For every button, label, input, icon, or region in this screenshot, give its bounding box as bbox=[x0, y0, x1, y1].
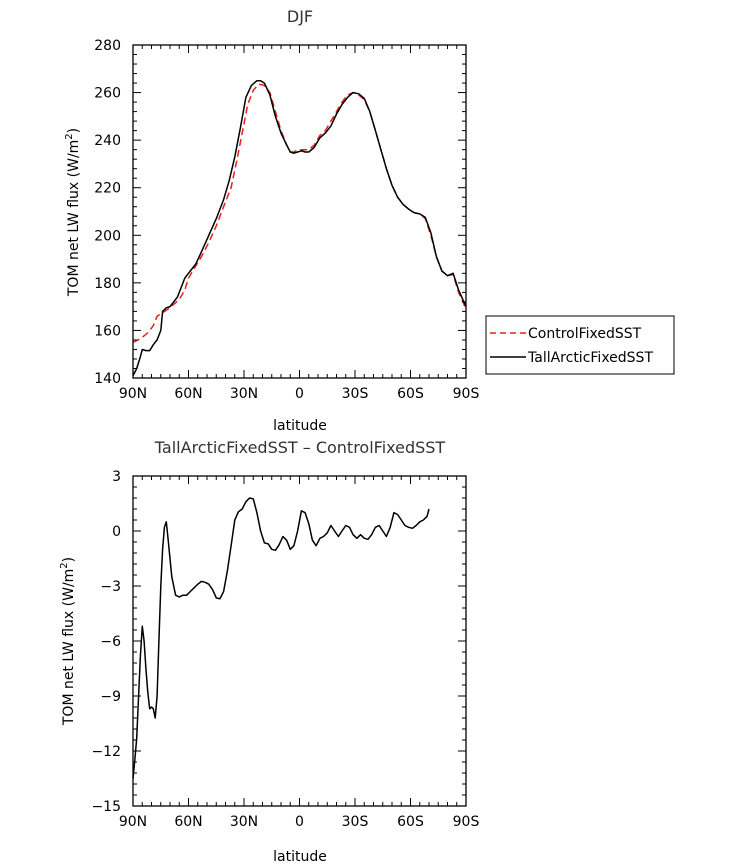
bottom-y-tick-label: −15 bbox=[91, 799, 121, 815]
top-y-tick-label: 160 bbox=[94, 323, 121, 339]
bottom-y-tick-label: −9 bbox=[100, 689, 121, 705]
bottom-y-tick-label: 3 bbox=[112, 469, 121, 485]
bottom-y-tick-label: −3 bbox=[100, 579, 121, 595]
bottom-y-tick-label: −12 bbox=[91, 744, 121, 760]
legend-box bbox=[485, 315, 675, 375]
top-y-tick-label: 260 bbox=[94, 86, 121, 102]
top-y-tick-label: 140 bbox=[94, 371, 121, 387]
bottom-y-tick-label: −6 bbox=[100, 634, 121, 650]
top-x-axis-label: latitude bbox=[273, 418, 327, 434]
bottom-x-tick-label: 60N bbox=[174, 814, 202, 830]
top-x-tick-label: 60S bbox=[397, 386, 424, 402]
top-panel-djf: DJF 90N 60N 30N 0 30S 60S 90S 140 160 180 200 220 24… bbox=[64, 7, 479, 434]
bottom-chart-title: TallArcticFixedSST – ControlFixedSST bbox=[154, 438, 446, 457]
bottom-x-tick-label: 0 bbox=[295, 814, 304, 830]
bottom-x-tick-label: 90N bbox=[119, 814, 147, 830]
top-y-axis-label: TOM net LW flux (W/m2) bbox=[64, 128, 82, 297]
bottom-panel-difference: TallArcticFixedSST – ControlFixedSST 90N… bbox=[59, 438, 479, 865]
top-plot-frame bbox=[132, 44, 467, 379]
top-y-tick-label: 280 bbox=[94, 38, 121, 54]
bottom-y-tick-label: 0 bbox=[112, 524, 121, 540]
top-chart-title: DJF bbox=[287, 7, 313, 26]
top-x-tick-label: 30N bbox=[230, 386, 258, 402]
top-series-line-tallarcticfixedsst bbox=[132, 79, 467, 376]
legend-label-tallarctic: TallArcticFixedSST bbox=[527, 350, 653, 366]
bottom-x-tick-label: 60S bbox=[397, 814, 424, 830]
top-x-tick-label: 0 bbox=[295, 386, 304, 402]
top-x-tick-label: 30S bbox=[342, 386, 369, 402]
top-x-tick-label: 90N bbox=[119, 386, 147, 402]
bottom-x-tick-label: 30N bbox=[230, 814, 258, 830]
bottom-y-axis-label: TOM net LW flux (W/m2) bbox=[59, 557, 77, 726]
bottom-x-tick-label: 30S bbox=[342, 814, 369, 830]
bottom-series-line-difference bbox=[132, 497, 430, 779]
legend: ControlFixedSST TallArcticFixedSST bbox=[485, 315, 675, 375]
legend-label-control: ControlFixedSST bbox=[528, 326, 642, 342]
top-y-tick-label: 180 bbox=[94, 276, 121, 292]
top-y-tick-label: 240 bbox=[94, 133, 121, 149]
top-y-tick-label: 220 bbox=[94, 181, 121, 197]
bottom-x-tick-label: 90S bbox=[453, 814, 480, 830]
top-x-tick-label: 60N bbox=[174, 386, 202, 402]
top-x-tick-label: 90S bbox=[453, 386, 480, 402]
bottom-x-axis-label: latitude bbox=[273, 849, 327, 865]
top-y-tick-label: 200 bbox=[94, 228, 121, 244]
